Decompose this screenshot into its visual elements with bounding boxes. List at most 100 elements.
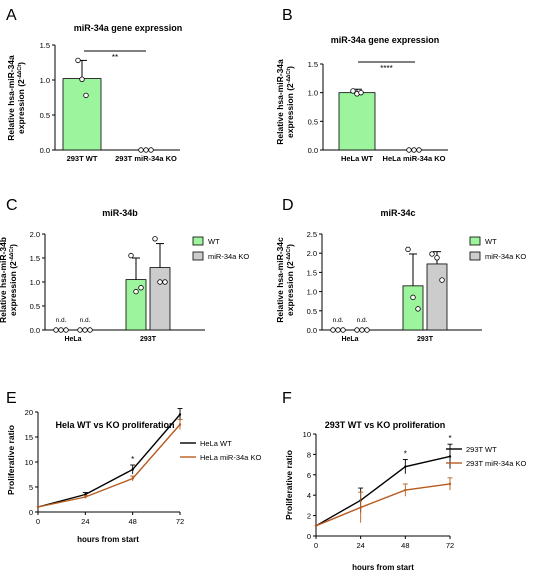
panel-D-point-0-1-2 bbox=[364, 327, 370, 333]
panel-A-ylabel-line1: Relative hsa-miR-34a bbox=[6, 55, 16, 141]
panel-C-point-0-1-2 bbox=[87, 327, 93, 333]
panel-D-point-1-0-0 bbox=[405, 246, 411, 253]
panel-E-x-tick-label: 48 bbox=[128, 517, 136, 526]
panel-F-x-tick-label: 0 bbox=[314, 541, 318, 550]
panel-F-x-tick-label: 72 bbox=[446, 541, 454, 550]
panel-A-point-1-0 bbox=[138, 147, 144, 153]
panel-D-nd-label-0-0: n.d. bbox=[333, 317, 344, 324]
panel-B-y-tick-label: 0.0 bbox=[308, 146, 318, 155]
panel-B-ylabel-line2: expression (2-∆∆Ct) bbox=[285, 66, 295, 138]
panel-D-y-tick-label: 0.5 bbox=[307, 307, 317, 316]
panel-E-series-line-0 bbox=[37, 414, 181, 508]
panel-D-letter: D bbox=[282, 197, 294, 214]
panel-D-point-0-0-2 bbox=[340, 327, 346, 333]
panel-E-x-tick-label: 72 bbox=[176, 517, 184, 526]
panel-A-y-tick-label: 0.0 bbox=[40, 146, 50, 155]
panel-C-point-1-1-0 bbox=[152, 236, 158, 242]
panel-F-y-tick-label: 4 bbox=[307, 491, 311, 500]
panel-C-legend-swatch-1 bbox=[192, 251, 204, 261]
panel-D-legend-swatch-1 bbox=[469, 251, 481, 261]
panel-D-legend-label-0: WT bbox=[485, 237, 497, 246]
panel-E-legend-label-1: HeLa miR-34a KO bbox=[200, 453, 261, 462]
panel-A-bar-0 bbox=[62, 78, 102, 151]
panel-E-x-tick-label: 0 bbox=[36, 517, 40, 526]
panel-C-y-tick-label: 0.0 bbox=[30, 326, 40, 335]
panel-C-point-1-1-2 bbox=[162, 279, 168, 285]
panel-B-y-tick-label: 1.0 bbox=[308, 89, 318, 98]
panel-F-ylabel: Proliferative ratio bbox=[284, 450, 294, 520]
panel-B-y-tick-label: 0.5 bbox=[308, 117, 318, 126]
panel-A-ylabel-prefix: expression (2 bbox=[16, 79, 26, 134]
panel-C-title: miR-34b bbox=[102, 208, 138, 218]
panel-C-y-tick-label: 1.5 bbox=[30, 254, 40, 263]
panel-A-point-0-2 bbox=[83, 92, 89, 99]
panel-C-point-0-0-0 bbox=[53, 327, 59, 333]
panel-D-y-tick-label: 2.5 bbox=[307, 230, 317, 239]
panel-D-point-1-1-1 bbox=[434, 255, 440, 261]
panel-B-title: miR-34a gene expression bbox=[331, 35, 440, 45]
panel-C-legend-label-0: WT bbox=[208, 237, 220, 246]
panel-C-letter: C bbox=[6, 197, 18, 214]
panel-C-point-0-0-2 bbox=[63, 327, 69, 333]
panel-E-letter: E bbox=[6, 390, 17, 407]
panel-B-ylabel-suffix: ) bbox=[285, 66, 295, 69]
panel-C-ylabel-suffix: ) bbox=[8, 244, 18, 247]
panel-C-nd-label-0-1: n.d. bbox=[80, 317, 91, 324]
panel-D-point-0-1-1 bbox=[359, 327, 365, 333]
panel-B-point-1-2 bbox=[416, 147, 422, 153]
panel-A-x-tick-label: 293T WT bbox=[67, 154, 98, 163]
panel-E-x-tick-label: 24 bbox=[81, 517, 89, 526]
panel-D-nd-label-0-1: n.d. bbox=[357, 317, 368, 324]
panel-F-point-0-3 bbox=[448, 455, 452, 458]
panel-F-y-tick-label: 10 bbox=[303, 430, 311, 439]
panel-E-point-1-2 bbox=[131, 477, 134, 480]
panel-D-ylabel-superscript: -∆∆Ct bbox=[286, 247, 292, 262]
panel-C-point-1-0-1 bbox=[133, 288, 139, 295]
panel-B-letter: B bbox=[282, 7, 293, 24]
panel-F-point-1-1 bbox=[359, 506, 362, 509]
panel-C-point-0-0-1 bbox=[58, 327, 64, 333]
panel-A-ylabel-superscript: -∆∆Ct bbox=[17, 65, 23, 80]
panel-C-ylabel-superscript: -∆∆Ct bbox=[9, 247, 15, 262]
panel-E-y-tick-label: 0 bbox=[29, 508, 33, 517]
panel-F-annotation-0: * bbox=[404, 450, 407, 459]
panel-B-point-0-2 bbox=[358, 89, 364, 96]
panel-A-letter: A bbox=[6, 7, 17, 24]
panel-D-title: miR-34c bbox=[380, 208, 415, 218]
panel-D-y-tick-label: 1.5 bbox=[307, 268, 317, 277]
panel-D-legend-label-1: miR-34a KO bbox=[485, 252, 526, 261]
panel-F-point-0-2 bbox=[404, 465, 407, 468]
panel-C-ylabel-line2: expression (2-∆∆Ct) bbox=[8, 244, 18, 316]
panel-B-x-tick-label: HeLa miR-34a KO bbox=[383, 154, 446, 163]
panel-C-point-1-1-1 bbox=[157, 279, 163, 285]
panel-D-bar-1-1 bbox=[426, 263, 448, 331]
panel-F-x-tick-label: 48 bbox=[401, 541, 409, 550]
panel-D-group-label: HeLa bbox=[341, 336, 358, 343]
panel-E-point-0-3 bbox=[178, 413, 182, 416]
panel-C-point-0-1-0 bbox=[77, 327, 83, 333]
panel-C-point-1-0-0 bbox=[128, 252, 134, 259]
panel-C-ylabel-line1: Relative hsa-miR-34b bbox=[0, 237, 8, 323]
panel-F-annotation-1: * bbox=[448, 434, 451, 443]
panel-B-ylabel-superscript: -∆∆Ct bbox=[286, 69, 292, 84]
panel-D-point-0-1-0 bbox=[354, 327, 360, 333]
panel-E-y-tick-label: 20 bbox=[25, 408, 33, 417]
panel-F-y-tick-label: 8 bbox=[307, 450, 311, 459]
panel-E-ylabel: Proliferative ratio bbox=[6, 425, 16, 495]
panel-C-nd-label-0-0: n.d. bbox=[56, 317, 67, 324]
panel-D-point-1-1-2 bbox=[439, 277, 445, 283]
panel-C-bar-1-1 bbox=[149, 267, 171, 331]
panel-D-y-tick-label: 0.0 bbox=[307, 326, 317, 335]
panel-F-series-line-1 bbox=[315, 483, 451, 527]
panel-D-point-0-0-1 bbox=[335, 327, 341, 333]
panel-D-legend-swatch-0 bbox=[469, 236, 481, 246]
panel-F-letter: F bbox=[282, 390, 292, 407]
panel-A-y-tick-label: 1.5 bbox=[40, 41, 50, 50]
panel-E-title: Hela WT vs KO proliferation bbox=[55, 420, 174, 430]
panel-D-ylabel-suffix: ) bbox=[285, 244, 295, 247]
panel-C-point-0-1-1 bbox=[82, 327, 88, 333]
panel-D-point-1-0-2 bbox=[415, 306, 421, 312]
panel-B-ylabel-prefix: expression (2 bbox=[285, 83, 295, 138]
panel-B-ylabel-line1: Relative hsa-miR-34a bbox=[275, 59, 285, 145]
